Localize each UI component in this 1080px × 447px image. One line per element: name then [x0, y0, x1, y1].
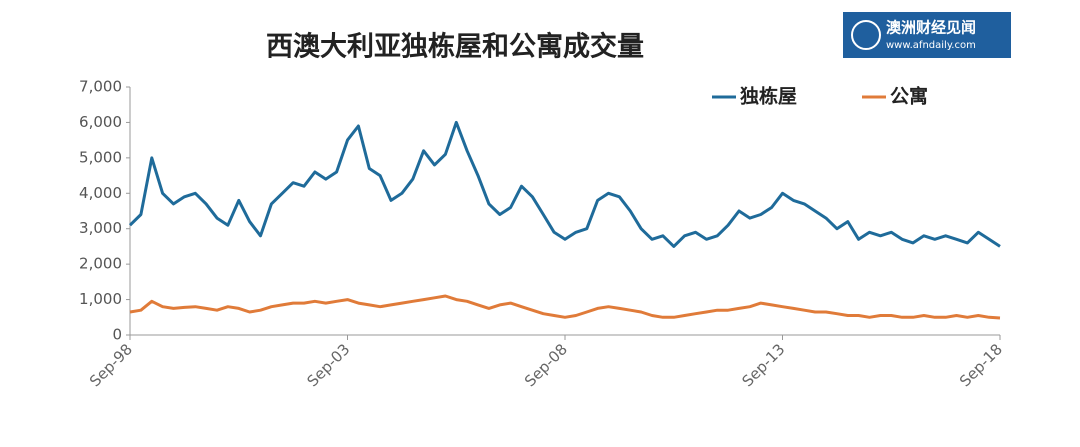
x-tick-label: Sep-13	[738, 340, 788, 390]
logo-box	[843, 12, 1011, 58]
x-tick-label: Sep-18	[956, 340, 1006, 390]
legend-label: 独栋屋	[740, 85, 797, 108]
series-line	[129, 294, 1001, 320]
y-tick-label: 4,000	[79, 184, 122, 202]
y-tick-label: 2,000	[79, 255, 122, 273]
x-tick-label: Sep-08	[521, 340, 571, 390]
legend-label: 公寓	[890, 85, 928, 108]
y-tick-label: 0	[112, 326, 122, 344]
y-tick-label: 3,000	[79, 219, 122, 237]
x-tick-label: Sep-98	[86, 340, 136, 390]
y-tick-label: 1,000	[79, 290, 122, 308]
chart-title: 西澳大利亚独栋屋和公寓成交量	[266, 31, 644, 63]
logo-name: 澳洲财经见闻	[886, 19, 976, 37]
x-tick-label: Sep-03	[303, 340, 353, 390]
logo-url: www.afndaily.com	[886, 40, 976, 51]
y-tick-label: 5,000	[79, 148, 122, 166]
series-line	[128, 120, 1001, 248]
y-tick-label: 7,000	[79, 78, 122, 96]
y-tick-label: 6,000	[79, 113, 122, 131]
logo-icon	[851, 20, 881, 50]
